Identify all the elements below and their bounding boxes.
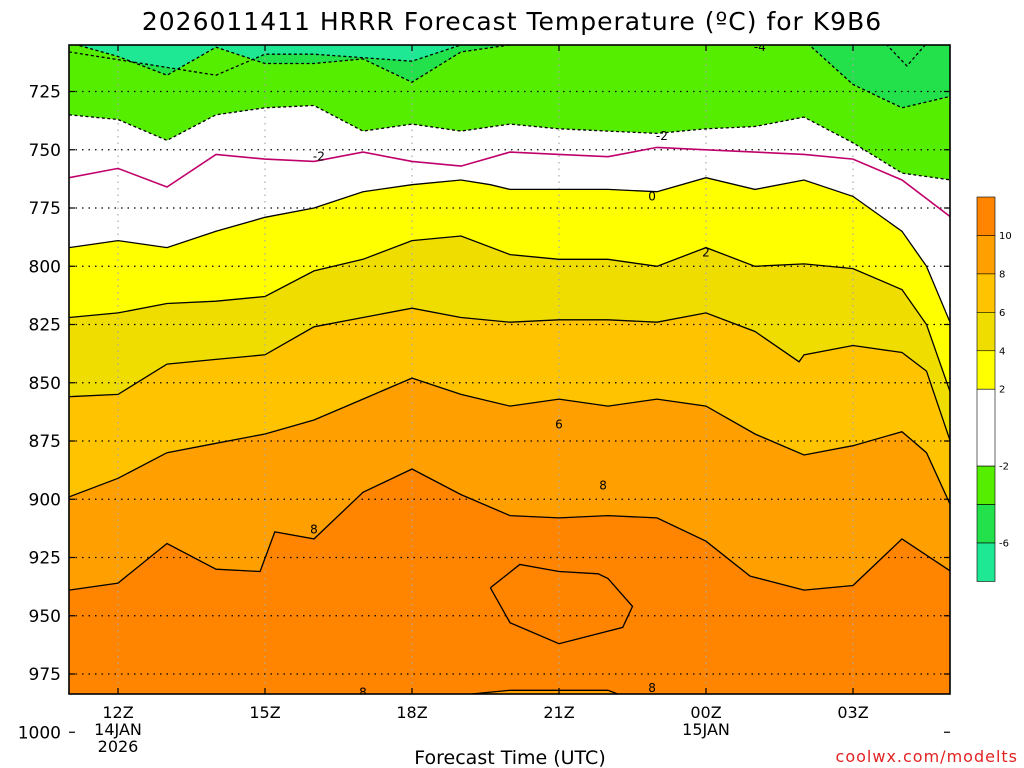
y-tick-label: 975 <box>29 665 61 685</box>
colorbar-swatch <box>976 465 996 505</box>
x-tick-label: 15Z <box>249 703 280 722</box>
colorbar-swatch <box>976 273 996 313</box>
x-tick-label: 21Z <box>543 703 574 722</box>
contour-label: 8 <box>599 478 607 492</box>
x-tick-label: 14JAN <box>94 720 142 739</box>
colorbar-swatch <box>976 235 996 275</box>
y-tick-label: 750 <box>29 141 61 161</box>
credit-text: coolwx.com/modelts <box>836 747 1018 766</box>
colorbar-label: 6 <box>999 308 1005 319</box>
colorbar-label: -6 <box>999 539 1009 550</box>
contour-labels: -4 -2 -2 0 2 6 8 8 8 8 <box>310 40 766 700</box>
colorbar-swatch <box>976 196 996 236</box>
colorbar-label: 8 <box>999 269 1005 280</box>
x-axis-label: Forecast Time (UTC) <box>414 747 605 768</box>
contour-label: 0 <box>648 189 656 203</box>
contour-line <box>69 235 950 394</box>
contour-line <box>69 146 950 218</box>
contour-line <box>75 45 950 109</box>
contour-label: 8 <box>310 523 318 537</box>
y-tick-label: 725 <box>29 83 61 103</box>
y-tick-label: 950 <box>29 607 61 627</box>
chart-title: 2026011411 HRRR Forecast Temperature (ºC… <box>142 7 882 36</box>
x-tick-label: 15JAN <box>682 720 730 739</box>
colorbar-swatch <box>976 388 996 467</box>
contour-label: -2 <box>656 129 668 143</box>
contour-label: 8 <box>648 681 656 695</box>
plot-area: -4 -2 -2 0 2 6 8 8 8 8 <box>69 40 950 700</box>
contour-line <box>69 177 950 324</box>
y-tick-label: 850 <box>29 374 61 394</box>
colorbar-label: 2 <box>999 385 1005 396</box>
y-tick-label: 900 <box>29 490 61 510</box>
y-axis: 725 750 775 800 825 850 875 900 925 950 975 1000 <box>18 83 950 743</box>
band-fill <box>490 564 633 644</box>
y-tick-label: 875 <box>29 432 61 452</box>
contour-line <box>464 689 620 694</box>
contour-label: 8 <box>359 686 367 700</box>
x-tick-label: 18Z <box>396 703 427 722</box>
contour-line <box>69 307 950 443</box>
y-tick-label: 1000 <box>18 723 61 743</box>
contour-line <box>69 377 950 506</box>
y-tick-label: 925 <box>29 549 61 569</box>
colorbar-swatch <box>976 312 996 352</box>
colorbar-label: 10 <box>999 231 1012 242</box>
contour-label: -2 <box>313 150 325 164</box>
colorbar-label: -2 <box>999 462 1009 473</box>
colorbar-swatch <box>976 504 996 544</box>
x-tick-label: 12Z <box>102 703 133 722</box>
x-tick-label: 2026 <box>98 737 139 756</box>
temperature-fills <box>69 45 950 694</box>
contour-line <box>489 563 634 645</box>
x-tick-label: 03Z <box>837 703 868 722</box>
y-tick-label: 800 <box>29 257 61 277</box>
colorbar-label: 4 <box>999 346 1005 357</box>
y-tick-label: 825 <box>29 316 61 336</box>
colorbar: -6 -2 2 4 6 8 10 <box>976 196 1012 582</box>
x-tick-label: 00Z <box>690 703 721 722</box>
contour-label: 2 <box>702 245 710 259</box>
y-tick-label: 775 <box>29 199 61 219</box>
contour-label: 6 <box>555 418 563 432</box>
contour-line <box>69 468 950 591</box>
band-fill <box>471 690 618 694</box>
colorbar-swatch <box>976 542 996 582</box>
plot-frame <box>68 44 951 695</box>
contour-line <box>886 45 927 67</box>
colorbar-swatch <box>976 350 996 390</box>
contour-label: -4 <box>754 40 766 54</box>
contour-lines <box>69 45 950 694</box>
contour-line <box>69 104 950 181</box>
